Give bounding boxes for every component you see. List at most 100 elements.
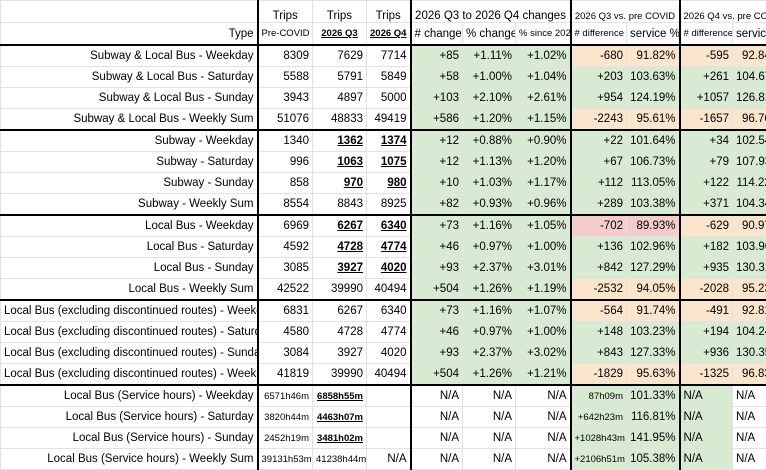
- q4-service-cell[interactable]: N/A: [733, 449, 766, 470]
- row-type[interactable]: Subway & Local Bus - Weekly Sum: [1, 109, 258, 131]
- header-cell[interactable]: 2026 Q3 vs. pre COVID: [571, 1, 680, 23]
- change-cell[interactable]: +586: [411, 109, 463, 131]
- q4-difference-cell[interactable]: +935: [680, 258, 733, 279]
- pre-covid-cell[interactable]: 42522: [258, 279, 313, 301]
- q4-service-cell[interactable]: 96.83%: [733, 364, 766, 386]
- q3-service-cell[interactable]: 113.05%: [627, 173, 680, 194]
- pct-change-cell[interactable]: +1.00%: [463, 67, 516, 88]
- q3-difference-cell[interactable]: +148: [571, 322, 627, 343]
- q3-difference-cell[interactable]: -1829: [571, 364, 627, 386]
- q4-cell[interactable]: 6340: [367, 215, 411, 237]
- row-type[interactable]: Subway - Weekday: [1, 130, 258, 152]
- pre-covid-cell[interactable]: 3085: [258, 258, 313, 279]
- pre-covid-cell[interactable]: 41819: [258, 364, 313, 386]
- change-cell[interactable]: +58: [411, 67, 463, 88]
- change-cell[interactable]: +12: [411, 152, 463, 173]
- q4-service-cell[interactable]: 90.97%: [733, 215, 766, 237]
- q4-cell[interactable]: 8925: [367, 194, 411, 216]
- since-2020-cell[interactable]: +0.96%: [516, 194, 571, 216]
- q4-cell[interactable]: 1075: [367, 152, 411, 173]
- q3-service-cell[interactable]: 141.95%: [627, 428, 680, 449]
- q3-cell[interactable]: 1362: [313, 130, 367, 152]
- q4-service-cell[interactable]: 130.35%: [733, 343, 766, 364]
- q4-difference-cell[interactable]: -2028: [680, 279, 733, 301]
- q4-service-cell[interactable]: 126.81%: [733, 88, 766, 109]
- q4-difference-cell[interactable]: +194: [680, 322, 733, 343]
- q3-cell[interactable]: 48833: [313, 109, 367, 131]
- row-type[interactable]: Local Bus (excluding discontinued routes…: [1, 300, 258, 322]
- q4-difference-cell[interactable]: +79: [680, 152, 733, 173]
- pct-change-cell[interactable]: +1.26%: [463, 279, 516, 301]
- q3-cell[interactable]: 6267: [313, 215, 367, 237]
- q3-service-cell[interactable]: 103.63%: [627, 67, 680, 88]
- change-cell[interactable]: +504: [411, 364, 463, 386]
- q4-cell[interactable]: N/A: [367, 449, 411, 470]
- q4-service-cell[interactable]: 103.96%: [733, 237, 766, 258]
- q4-service-cell[interactable]: 104.24%: [733, 322, 766, 343]
- change-cell[interactable]: +73: [411, 215, 463, 237]
- row-type[interactable]: Local Bus - Saturday: [1, 237, 258, 258]
- q4-service-cell[interactable]: 95.23%: [733, 279, 766, 301]
- change-cell[interactable]: +73: [411, 300, 463, 322]
- q4-difference-cell[interactable]: -491: [680, 300, 733, 322]
- since-2020-cell[interactable]: N/A: [516, 385, 571, 407]
- since-2020-cell[interactable]: +1.02%: [516, 45, 571, 67]
- since-2020-cell[interactable]: +3.02%: [516, 343, 571, 364]
- q3-service-cell[interactable]: 127.29%: [627, 258, 680, 279]
- pre-covid-cell[interactable]: 4580: [258, 322, 313, 343]
- q3-difference-cell[interactable]: +22: [571, 130, 627, 152]
- change-cell[interactable]: +103: [411, 88, 463, 109]
- q4-service-cell[interactable]: 102.54%: [733, 130, 766, 152]
- row-type[interactable]: Subway - Sunday: [1, 173, 258, 194]
- change-cell[interactable]: +82: [411, 194, 463, 216]
- q3-cell[interactable]: 4728: [313, 237, 367, 258]
- q4-cell[interactable]: 4020: [367, 258, 411, 279]
- since-2020-cell[interactable]: +1.05%: [516, 215, 571, 237]
- q3-cell[interactable]: 4463h07m: [313, 407, 367, 428]
- q3-service-cell[interactable]: 102.96%: [627, 237, 680, 258]
- q4-cell[interactable]: 980: [367, 173, 411, 194]
- row-type[interactable]: Local Bus (Service hours) - Weekly Sum: [1, 449, 258, 470]
- q3-service-cell[interactable]: 124.19%: [627, 88, 680, 109]
- q3-service-cell[interactable]: 91.74%: [627, 300, 680, 322]
- change-cell[interactable]: +93: [411, 343, 463, 364]
- q3-difference-cell[interactable]: +843: [571, 343, 627, 364]
- q3-difference-cell[interactable]: -564: [571, 300, 627, 322]
- q3-service-cell[interactable]: 103.38%: [627, 194, 680, 216]
- q4-service-cell[interactable]: 130.31%: [733, 258, 766, 279]
- q3-service-cell[interactable]: 116.81%: [627, 407, 680, 428]
- since-2020-cell[interactable]: +1.20%: [516, 152, 571, 173]
- q4-service-cell[interactable]: N/A: [733, 385, 766, 407]
- since-2020-cell[interactable]: N/A: [516, 407, 571, 428]
- since-2020-cell[interactable]: +1.15%: [516, 109, 571, 131]
- q4-difference-cell[interactable]: +371: [680, 194, 733, 216]
- change-cell[interactable]: +504: [411, 279, 463, 301]
- q4-cell[interactable]: [367, 407, 411, 428]
- pre-covid-cell[interactable]: 6831: [258, 300, 313, 322]
- q4-cell[interactable]: 40494: [367, 279, 411, 301]
- q4-cell[interactable]: [367, 385, 411, 407]
- header-cell[interactable]: % since 2020: [516, 23, 571, 46]
- q3-cell[interactable]: 5791: [313, 67, 367, 88]
- row-type[interactable]: Subway & Local Bus - Weekday: [1, 45, 258, 67]
- q3-cell[interactable]: 39990: [313, 364, 367, 386]
- pre-covid-cell[interactable]: 3943: [258, 88, 313, 109]
- change-cell[interactable]: +10: [411, 173, 463, 194]
- q4-difference-cell[interactable]: +122: [680, 173, 733, 194]
- since-2020-cell[interactable]: +3.01%: [516, 258, 571, 279]
- header-cell[interactable]: service %: [627, 23, 680, 46]
- q3-difference-cell[interactable]: -702: [571, 215, 627, 237]
- q4-cell[interactable]: 5000: [367, 88, 411, 109]
- change-cell[interactable]: N/A: [411, 407, 463, 428]
- pct-change-cell[interactable]: +2.37%: [463, 258, 516, 279]
- since-2020-cell[interactable]: +1.19%: [516, 279, 571, 301]
- pct-change-cell[interactable]: +2.10%: [463, 88, 516, 109]
- q3-difference-cell[interactable]: -2532: [571, 279, 627, 301]
- pct-change-cell[interactable]: N/A: [463, 407, 516, 428]
- q3-difference-cell[interactable]: +1028h43m: [571, 428, 627, 449]
- pre-covid-cell[interactable]: 8554: [258, 194, 313, 216]
- row-type[interactable]: Local Bus (Service hours) - Weekday: [1, 385, 258, 407]
- q4-difference-cell[interactable]: N/A: [680, 407, 733, 428]
- q3-difference-cell[interactable]: -680: [571, 45, 627, 67]
- q4-service-cell[interactable]: 96.76%: [733, 109, 766, 131]
